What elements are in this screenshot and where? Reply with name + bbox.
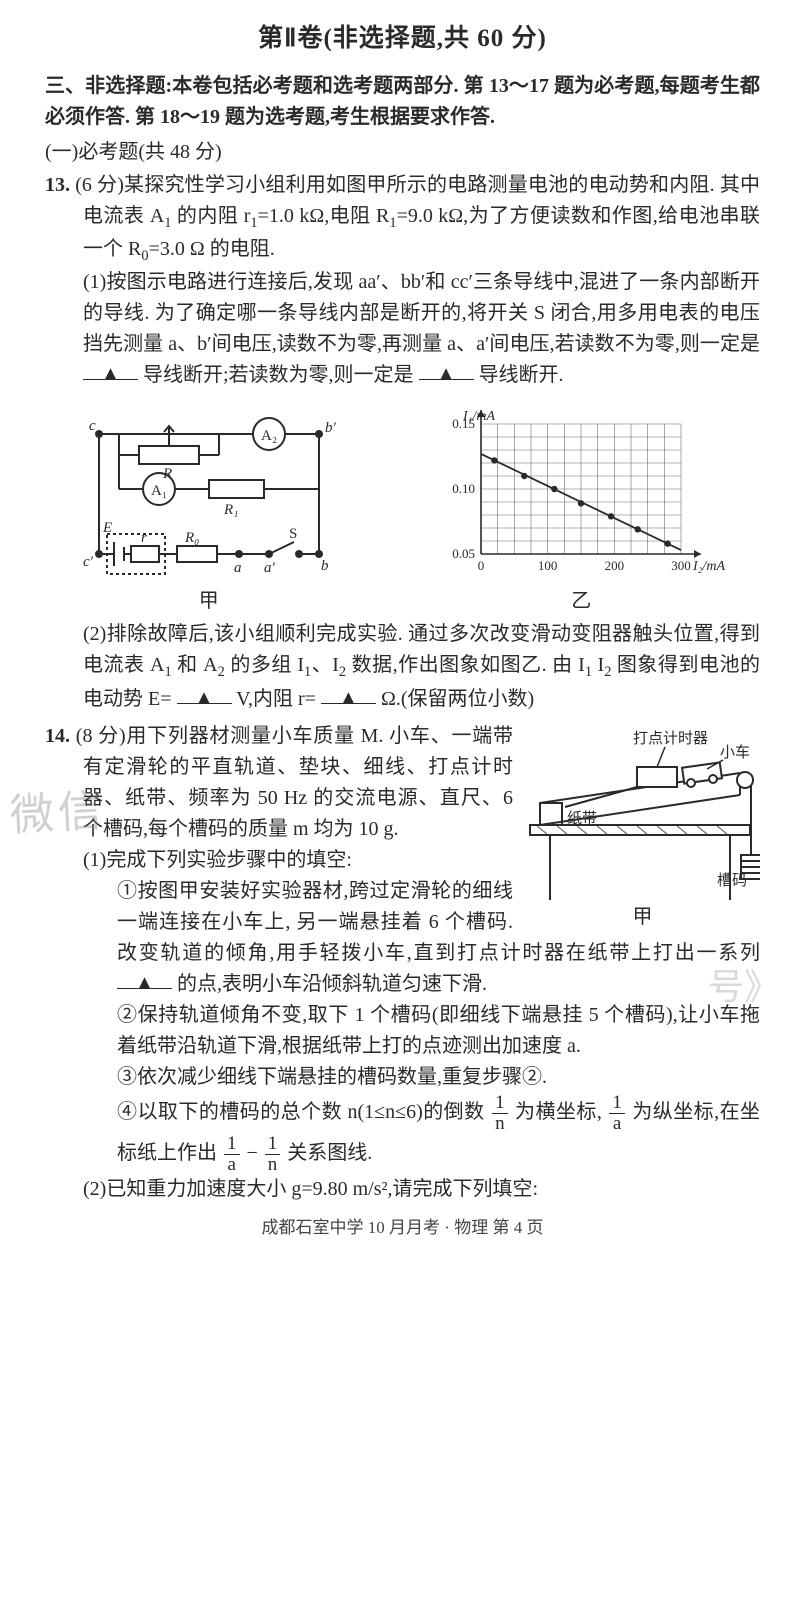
frac-1-over-a: 1a [609,1093,625,1134]
svg-text:b′: b′ [325,420,337,436]
section-title: 第Ⅱ卷(非选择题,共 60 分) [45,20,760,59]
svg-text:c′: c′ [83,554,94,570]
q14-s4: ④以取下的槽码的总个数 n(1≤n≤6)的倒数 1n 为横坐标, 1a 为纵坐标… [45,1093,760,1175]
q14-p2: (2)已知重力加速度大小 g=9.80 m/s²,请完成下列填空: [45,1174,760,1205]
svg-text:R₁: R₁ [223,502,238,518]
triangle-icon: ▲ [194,687,214,709]
q13-p1-c: 导线断开. [479,364,564,386]
q13-stem-e: =3.0 Ω 的电阻. [149,238,275,260]
svg-text:A₂: A₂ [261,428,277,444]
instructions-main: 三、非选择题:本卷包括必考题和选考题两部分. 第 13～17 题为必考题,每题考… [45,71,760,133]
triangle-icon: ▲ [135,972,155,994]
q13-circuit-box: c b′ R A₂ A₁ R₁ Er R₀ c′ a a′ b S 甲 [69,414,349,617]
svg-text:b: b [321,558,329,574]
svg-text:I₂/mA: I₂/mA [692,559,726,574]
frac-1-over-n-2: 1n [265,1134,281,1175]
svg-text:0.05: 0.05 [453,546,476,561]
q13-p2-d: 、I [311,654,339,676]
q13-p2-b: 和 A [172,654,218,676]
circuit-diagram: c b′ R A₂ A₁ R₁ Er R₀ c′ a a′ b S [69,414,349,584]
q13-stem: 13. (6 分)某探究性学习小组利用如图甲所示的电路测量电池的电动势和内阻. … [45,170,760,268]
q13-number: 13. [45,174,70,196]
svg-text:S: S [289,526,297,542]
svg-text:c: c [89,418,96,434]
incline-diagram: 打点计时器 小车 纸带 槽码 [525,725,760,900]
q13-stem-c: =1.0 kΩ,电阻 R [258,205,390,227]
q14-stem-text: 用下列器材测量小车质量 M. 小车、一端带有定滑轮的平直轨道、垫块、细线、打点计… [83,725,513,840]
svg-text:A₁: A₁ [151,483,167,499]
q13-chart-box: 01002003000.050.100.15I₂/mAI₁/mA 乙 [426,399,736,617]
q14-s4-a: ④以取下的槽码的总个数 n(1≤n≤6)的倒数 [117,1101,485,1123]
q13-p2-f: I [592,654,604,676]
q13-p1-b: 导线断开;若读数为零,则一定是 [143,364,414,386]
svg-text:200: 200 [605,558,625,573]
q13-part1: (1)按图示电路进行连接后,发现 aa′、bb′和 cc′三条导线中,混进了一条… [45,267,760,391]
svg-text:打点计时器: 打点计时器 [633,730,708,747]
svg-text:小车: 小车 [720,744,750,761]
q13-p2-h: V,内阻 r= [236,688,316,710]
svg-text:300: 300 [672,558,692,573]
q13-chart: 01002003000.050.100.15I₂/mAI₁/mA [426,399,736,584]
page-footer: 成都石室中学 10 月月考 · 物理 第 4 页 [45,1215,760,1241]
blank-fill: ▲ [117,969,172,989]
svg-text:R: R [162,466,172,482]
q14-s2: ②保持轨道倾角不变,取下 1 个槽码(即细线下端悬挂 5 个槽码),让小车拖着纸… [45,1000,760,1062]
svg-text:100: 100 [538,558,558,573]
frac-1-over-a-2: 1a [224,1134,240,1175]
q13-p2-i: Ω.(保留两位小数) [381,688,534,710]
triangle-icon: ▲ [101,363,121,385]
q14-s4-d: 关系图线. [287,1142,372,1164]
q14-figure: 打点计时器 小车 纸带 槽码 甲 [525,725,760,933]
svg-text:a′: a′ [264,560,276,576]
q14-s3: ③依次减少细线下端悬挂的槽码数量,重复步骤②. [45,1062,760,1093]
svg-text:r: r [141,530,147,546]
q14-number: 14. [45,725,70,747]
svg-text:R₀: R₀ [184,530,199,546]
q13-points: (6 分) [75,174,124,196]
q13-p2-c: 的多组 I [225,654,304,676]
blank-fill: ▲ [419,360,474,380]
q14-s1-b: 的点,表明小车沿倾斜轨道匀速下滑. [177,973,487,995]
q13-diagram-row: c b′ R A₂ A₁ R₁ Er R₀ c′ a a′ b S 甲 [45,399,760,617]
blank-fill: ▲ [83,360,138,380]
q14-points: (8 分) [76,725,126,747]
q14-caption: 甲 [525,902,760,933]
frac-1-over-n: 1n [492,1093,508,1134]
svg-text:E: E [102,520,112,536]
svg-text:槽码: 槽码 [717,872,747,889]
svg-text:I₁/mA: I₁/mA [462,409,496,424]
svg-text:0.10: 0.10 [453,481,476,496]
svg-text:a: a [234,560,242,576]
blank-fill: ▲ [177,684,232,704]
triangle-icon: ▲ [339,687,359,709]
q13-stem-b: 的内阻 r [171,205,250,227]
q14-s4-b: 为横坐标, [515,1101,602,1123]
caption-yi: 乙 [426,586,736,617]
svg-text:纸带: 纸带 [567,810,597,827]
instructions-sub: (一)必考题(共 48 分) [45,137,760,168]
q13-part2: (2)排除故障后,该小组顺利完成实验. 通过多次改变滑动变阻器触头位置,得到电流… [45,619,760,714]
blank-fill: ▲ [321,684,376,704]
caption-jia: 甲 [69,586,349,617]
q13-p1-a: (1)按图示电路进行连接后,发现 aa′、bb′和 cc′三条导线中,混进了一条… [83,271,760,355]
q13-p2-e: 数据,作出图象如图乙. 由 I [346,654,585,676]
triangle-icon: ▲ [436,363,456,385]
svg-text:0: 0 [478,558,485,573]
